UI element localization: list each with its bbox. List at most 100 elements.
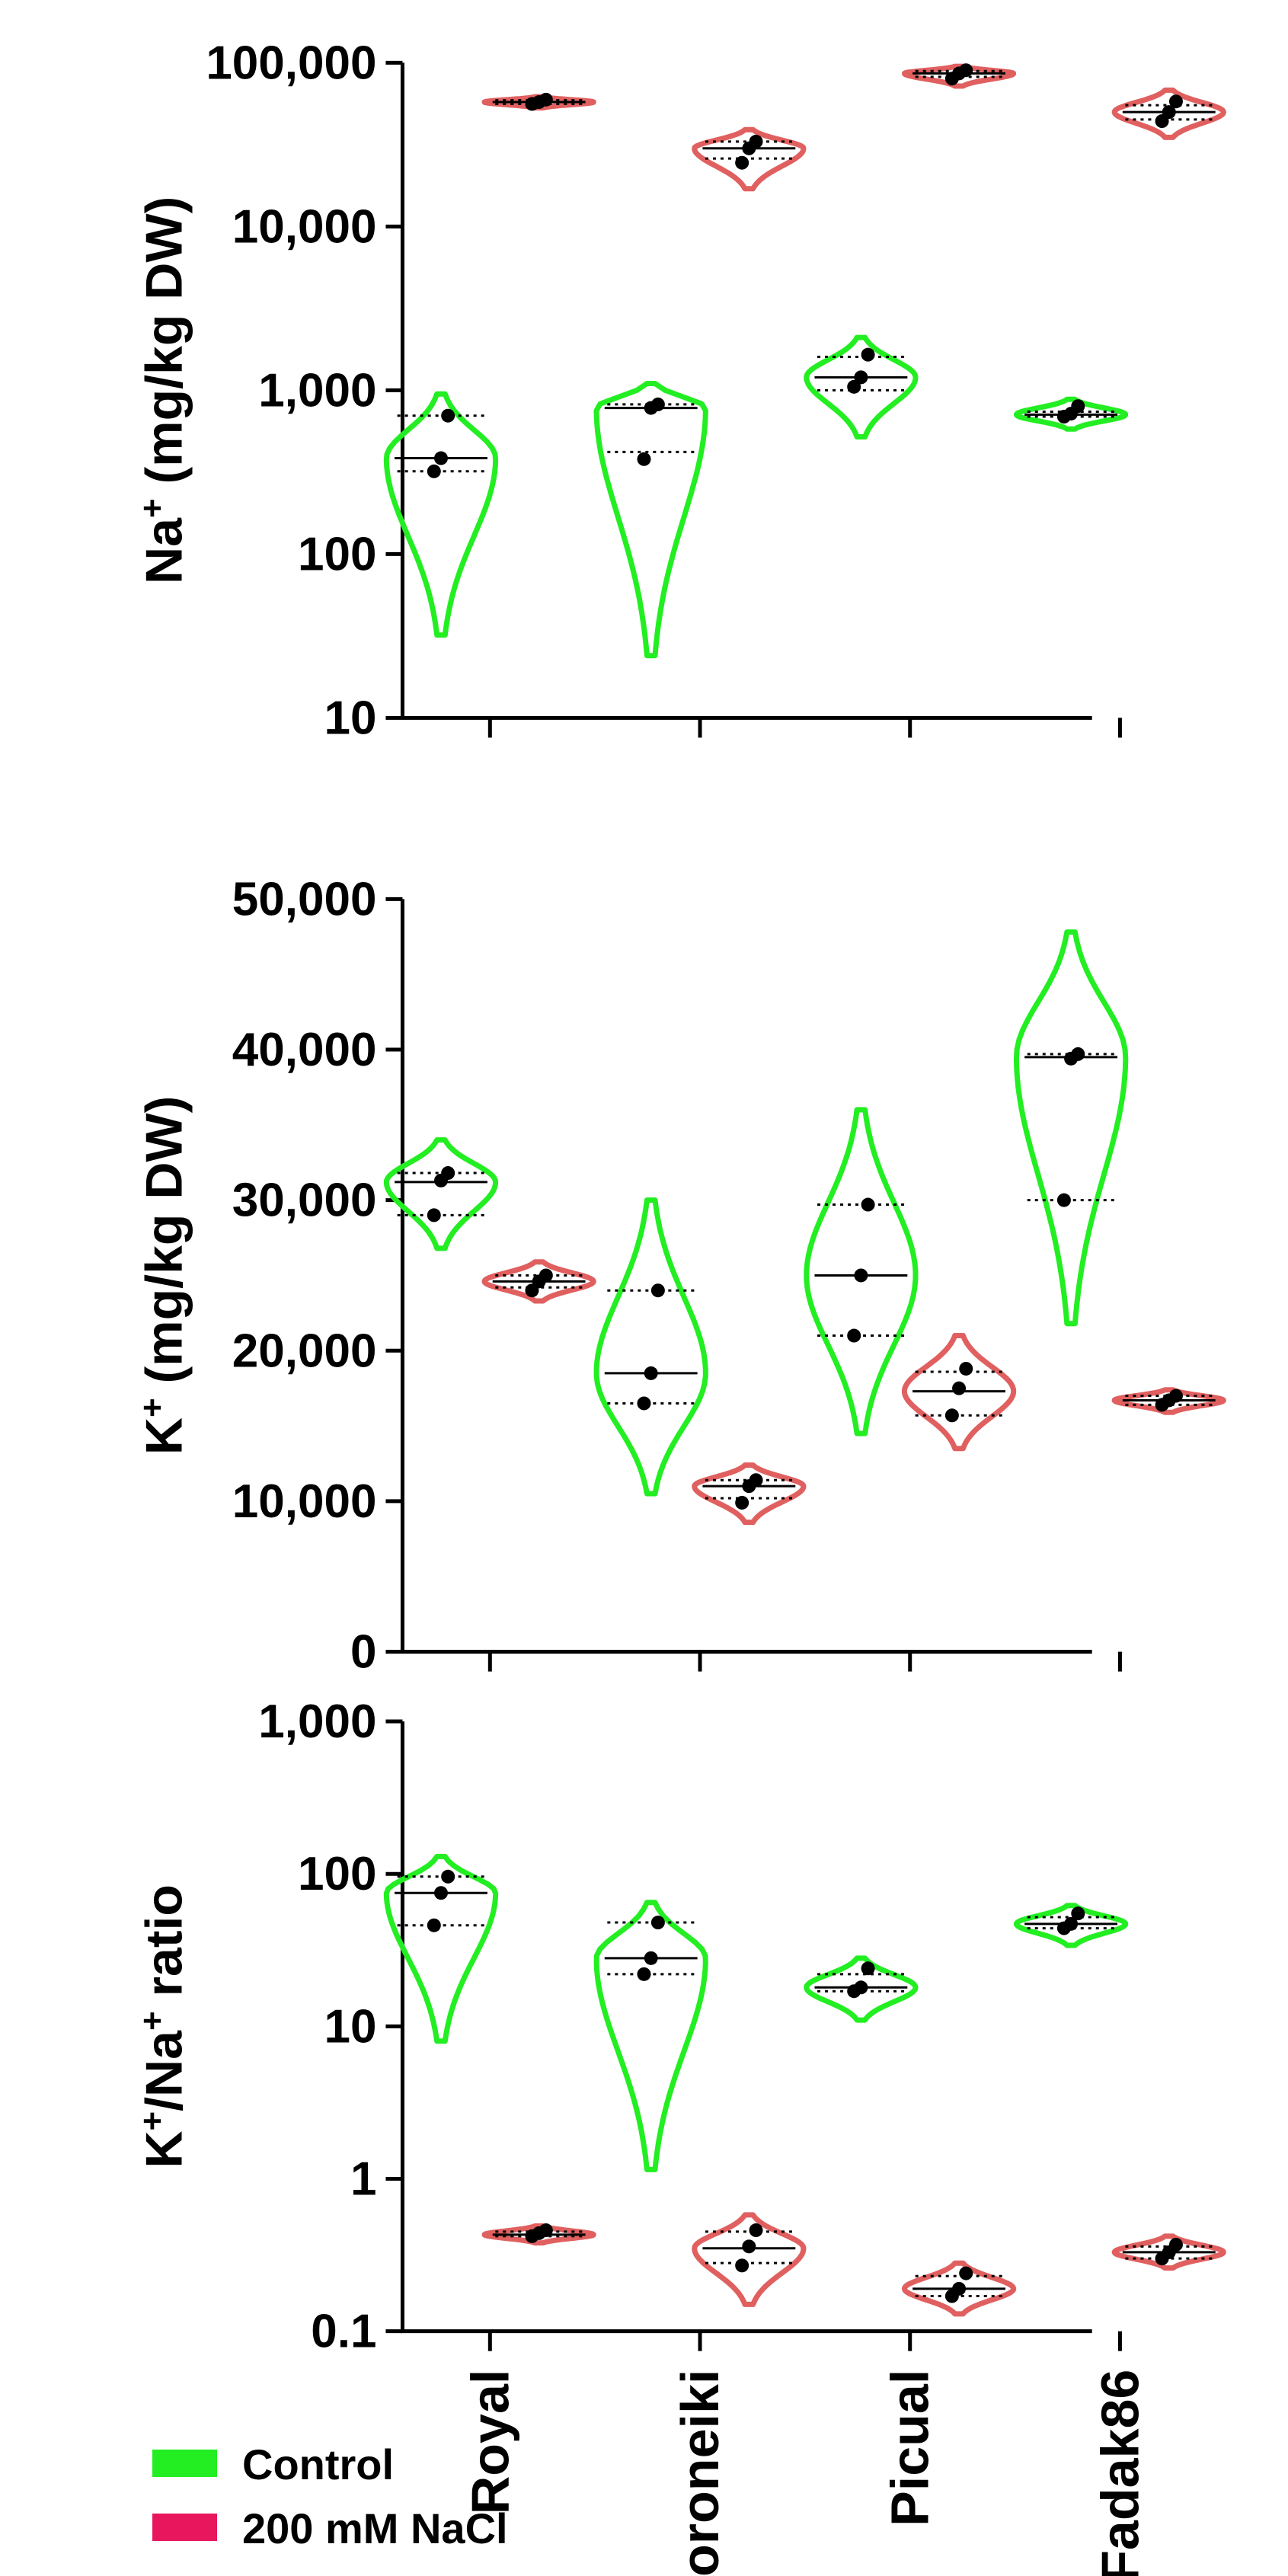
violin-control-fadak86 (1014, 396, 1129, 432)
data-point (1168, 94, 1183, 109)
y-tick-label: 1,000 (258, 364, 376, 417)
data-point (1071, 399, 1085, 414)
panel-2: 0 10,000 20,000 30,000 40,000 50,000 K+ (mg/kg… (133, 873, 1226, 1679)
y-tick-label: 1 (350, 2153, 376, 2206)
legend-label-nacl: 200 mM NaCl (242, 2504, 508, 2552)
data-point (861, 1961, 875, 1976)
violin-control-royal (383, 1137, 499, 1251)
y-tick-label: 1,000 (258, 1695, 376, 1748)
data-point (735, 2258, 749, 2273)
y-tick-label: 100 (298, 528, 376, 580)
data-point (847, 379, 861, 394)
y-tick-label: 20,000 (232, 1325, 377, 1377)
data-point (539, 1268, 553, 1283)
y-tick-label: 100 (298, 1848, 376, 1900)
y-tick-label: 0.1 (311, 2306, 376, 2358)
data-point (952, 1381, 967, 1395)
data-point (959, 63, 973, 78)
y-tick-label: 40,000 (232, 1024, 377, 1076)
y-axis-label: Na+ (mg/kg DW) (133, 197, 193, 584)
y-tick-label: 100,000 (206, 37, 376, 89)
data-point (427, 464, 441, 478)
violin-control-picual (804, 334, 919, 439)
y-tick-label: 10,000 (232, 1475, 377, 1528)
data-point (1071, 1906, 1085, 1921)
data-point (441, 408, 455, 423)
violin-control-fadak86 (1013, 929, 1129, 1327)
category-labels: Royal Koroneiki Picual Fadak86 (460, 2370, 1149, 2576)
violin-200-mm-nacl-fadak86 (1111, 1387, 1226, 1415)
data-point (861, 347, 875, 362)
violin-200-mm-nacl-picual (901, 1333, 1017, 1452)
violin-control-royal (383, 1853, 499, 2044)
data-point (1056, 1193, 1071, 1207)
data-point (1168, 2237, 1183, 2252)
data-point (644, 1951, 658, 1965)
data-point (427, 1208, 441, 1222)
data-point (742, 2239, 756, 2254)
y-tick-label: 50,000 (232, 873, 377, 925)
data-point (650, 1283, 665, 1298)
violin-control-picual (804, 1107, 919, 1437)
y-axis-label: K+/Na+ ratio (133, 1884, 193, 2169)
violin-200-mm-nacl-picual (902, 63, 1017, 89)
data-point (854, 1980, 868, 1995)
y-tick-label: 30,000 (232, 1175, 377, 1227)
data-point (847, 1328, 861, 1343)
legend-swatch-control (152, 2450, 217, 2477)
data-point (637, 1396, 651, 1411)
y-tick-label: 0 (350, 1626, 376, 1679)
violin-control-royal (383, 391, 499, 638)
violin-200-mm-nacl-koroneiki (692, 126, 807, 192)
data-point (959, 2266, 973, 2280)
data-point (539, 2223, 553, 2238)
panel-3: 0.1 1 10 100 1,000 K+/Na+ ratio (133, 1695, 1226, 2358)
data-point (441, 1166, 455, 1181)
data-point (1168, 1389, 1183, 1403)
y-tick-label: 10 (324, 692, 376, 744)
category-label-koroneiki: Koroneiki (670, 2370, 730, 2576)
data-point (854, 370, 868, 385)
violin-control-koroneiki (593, 381, 708, 659)
data-point (650, 1916, 665, 1930)
data-point (441, 1869, 455, 1884)
y-axis-label: K+ (mg/kg DW) (133, 1096, 193, 1455)
data-point (1071, 1047, 1085, 1061)
data-point (952, 2281, 967, 2296)
violin-200-mm-nacl-picual (901, 2260, 1017, 2317)
panel-1: 10 100 1,000 10,000 100,000 Na+ (mg/kg DW) (133, 37, 1226, 744)
data-point (749, 134, 763, 149)
data-point (944, 1408, 959, 1423)
data-point (749, 2223, 763, 2238)
data-point (1064, 1916, 1079, 1931)
data-point (735, 155, 749, 170)
data-point (854, 1268, 868, 1283)
legend: Control 200 mM NaCl (152, 2440, 508, 2552)
data-point (650, 397, 665, 411)
violin-200-mm-nacl-koroneiki (692, 2212, 807, 2307)
data-point (637, 452, 651, 466)
legend-swatch-nacl (152, 2514, 217, 2541)
data-point (539, 92, 553, 107)
y-tick-label: 10,000 (232, 200, 377, 253)
violin-200-mm-nacl-koroneiki (692, 1462, 807, 1526)
data-point (735, 1495, 749, 1510)
y-tick-label: 10 (324, 2000, 376, 2053)
data-point (433, 1886, 448, 1900)
data-point (749, 1473, 763, 1488)
data-point (637, 1967, 651, 1981)
data-point (959, 1361, 973, 1376)
data-point (427, 1918, 441, 1932)
violin-control-picual (804, 1955, 919, 2023)
category-label-picual: Picual (881, 2370, 940, 2526)
data-point (433, 451, 448, 465)
legend-label-control: Control (242, 2440, 394, 2488)
category-label-royal: Royal (460, 2370, 519, 2515)
data-point (1162, 105, 1176, 120)
violin-control-koroneiki (593, 1197, 708, 1497)
category-label-fadak86: Fadak86 (1090, 2370, 1149, 2576)
violin-control-koroneiki (593, 1900, 708, 2172)
data-point (861, 1197, 875, 1212)
